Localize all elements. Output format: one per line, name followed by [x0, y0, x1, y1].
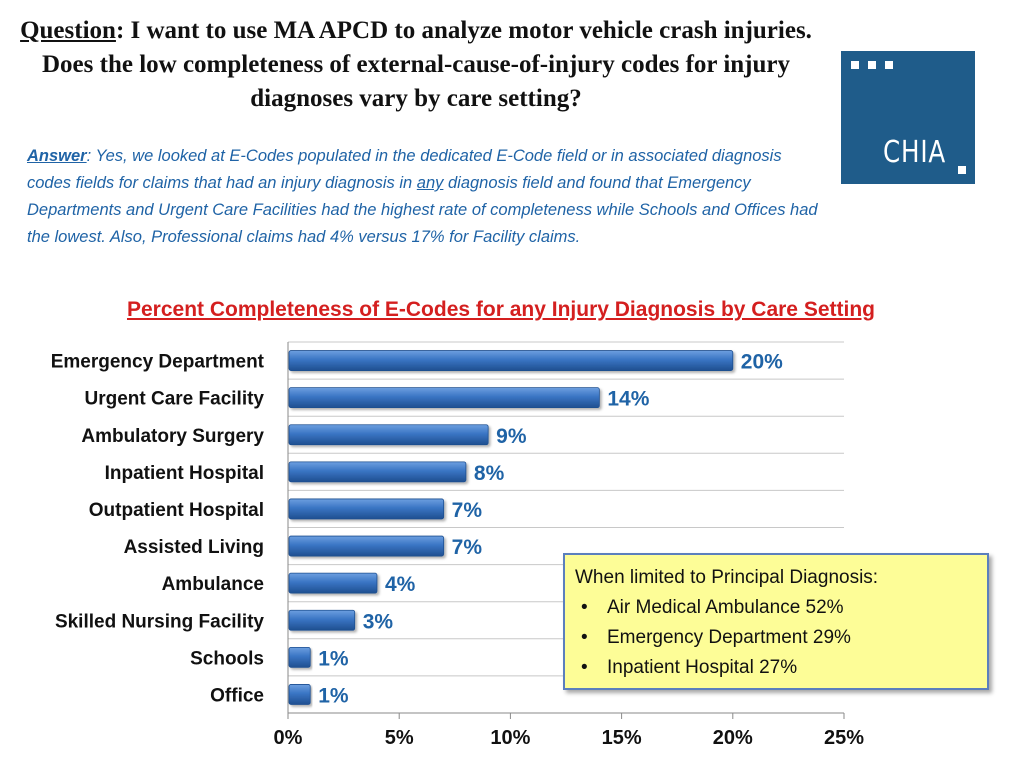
chart-title: Percent Completeness of E-Codes for any …: [126, 298, 875, 321]
category-label: Emergency Department: [51, 352, 265, 373]
category-label: Office: [210, 685, 264, 706]
data-label: 7%: [452, 499, 483, 522]
logo-dot: [851, 61, 859, 69]
bar: [288, 350, 734, 371]
question-text: : I want to use MA APCD to analyze motor…: [41, 17, 812, 112]
chia-logo: CHIA: [841, 51, 975, 184]
category-label: Urgent Care Facility: [85, 389, 265, 410]
category-label: Ambulatory Surgery: [81, 426, 264, 447]
bar: [288, 646, 311, 668]
bar: [288, 424, 489, 446]
category-label: Skilled Nursing Facility: [55, 611, 264, 632]
logo-text: CHIA: [883, 135, 947, 170]
data-label: 8%: [474, 462, 505, 485]
callout-item: Inpatient Hospital 27%: [575, 653, 977, 683]
category-label: Ambulance: [162, 574, 264, 595]
bar: [288, 461, 467, 483]
callout-item: Air Medical Ambulance 52%: [575, 593, 977, 623]
callout-list: Air Medical Ambulance 52% Emergency Depa…: [575, 593, 977, 683]
logo-dot: [868, 61, 876, 69]
data-label: 1%: [318, 647, 349, 670]
principal-diagnosis-callout: When limited to Principal Diagnosis: Air…: [563, 553, 989, 690]
data-label: 1%: [318, 684, 349, 707]
category-label: Assisted Living: [124, 537, 264, 558]
answer-paragraph: Answer: Yes, we looked at E-Codes popula…: [27, 143, 827, 251]
x-tick-label: 20%: [713, 727, 753, 749]
x-tick-label: 5%: [385, 727, 414, 749]
data-label: 9%: [496, 425, 527, 448]
x-tick-label: 0%: [274, 727, 303, 749]
bar: [288, 535, 445, 557]
callout-heading: When limited to Principal Diagnosis:: [575, 567, 879, 588]
x-tick-label: 25%: [824, 727, 864, 749]
data-label: 14%: [607, 388, 649, 411]
question-label: Question: [20, 17, 116, 44]
question-heading: Question: I want to use MA APCD to analy…: [10, 14, 822, 116]
answer-text-after: diagnosis field and found that Emergency…: [27, 174, 818, 246]
bar: [288, 609, 356, 631]
category-label: Schools: [190, 648, 264, 669]
data-label: 4%: [385, 573, 416, 596]
bar: [288, 684, 311, 705]
callout-item: Emergency Department 29%: [575, 623, 977, 653]
bar: [288, 572, 378, 594]
x-tick-label: 10%: [490, 727, 530, 749]
logo-period: [958, 166, 966, 174]
logo-dot: [885, 61, 893, 69]
answer-emphasis: any: [416, 174, 444, 192]
answer-label: Answer: [27, 147, 87, 165]
data-label: 20%: [741, 351, 783, 374]
answer-text-before: : Yes, we looked at E-Codes populated in…: [27, 147, 782, 192]
bar-chart: 0% 5% 10% 15% 20% 25% Emergency Department 20% U…: [51, 341, 864, 749]
bar: [288, 387, 600, 409]
data-label: 7%: [452, 536, 483, 559]
data-label: 3%: [363, 610, 394, 633]
category-label: Outpatient Hospital: [89, 500, 264, 521]
bar: [288, 498, 445, 520]
category-label: Inpatient Hospital: [105, 463, 264, 484]
x-tick-label: 15%: [602, 727, 642, 749]
